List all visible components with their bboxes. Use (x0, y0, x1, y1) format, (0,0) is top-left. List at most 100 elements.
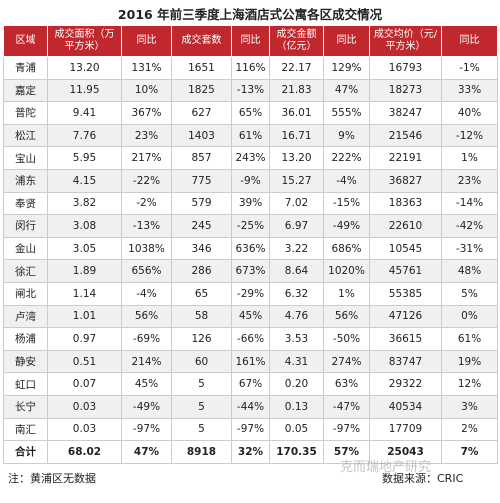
table-cell: -29% (231, 281, 270, 306)
table-cell: 656% (121, 259, 172, 283)
table-cell: 45761 (369, 259, 442, 283)
table-body: 青浦 13.20 131% 1651 116% 22.17 129% 16793 -1% 嘉定 11… (3, 56, 498, 464)
table-row: 长宁 0.03 -49% 5 -44% 0.13 -47% 40534 3% (3, 394, 498, 419)
watermark: 克而瑞地产研究 (340, 460, 432, 475)
table-cell: 5.95 (47, 146, 122, 170)
table-cell: -44% (231, 394, 270, 419)
table-cell: 857 (171, 146, 232, 170)
table-cell: 0.51 (47, 349, 122, 374)
table-cell: -13% (231, 78, 270, 103)
table-cell: 222% (323, 146, 370, 170)
table-cell: 61% (231, 123, 270, 148)
table-cell: 56% (121, 304, 172, 329)
table-cell: 21546 (369, 123, 442, 148)
table-cell: -14% (441, 191, 498, 216)
table-cell: 47126 (369, 304, 442, 329)
table-cell: 南汇 (3, 417, 48, 442)
table-cell: 61% (441, 327, 498, 351)
table-cell: -49% (121, 394, 172, 419)
table-cell: 170.35 (269, 440, 324, 464)
table-cell: 65 (171, 281, 232, 306)
header-cell: 同比 (441, 25, 498, 57)
table-row: 青浦 13.20 131% 1651 116% 22.17 129% 16793 -1% (3, 56, 498, 80)
header-cell: 同比 (121, 25, 172, 57)
header-cell: 同比 (323, 25, 370, 57)
table-cell: 6.32 (269, 281, 324, 306)
table-row: 卢湾 1.01 56% 58 45% 4.76 56% 47126 0% (3, 304, 498, 329)
table-cell: -4% (121, 281, 172, 306)
table-cell: -31% (441, 236, 498, 261)
table-cell: 静安 (3, 349, 48, 374)
table-cell: 0.20 (269, 372, 324, 396)
table-cell: 36.01 (269, 101, 324, 125)
table-cell: 3.22 (269, 236, 324, 261)
table-cell: 闸北 (3, 281, 48, 306)
table-cell: 10545 (369, 236, 442, 261)
table-row: 闵行 3.08 -13% 245 -25% 6.97 -49% 22610 -42% (3, 214, 498, 238)
data-table: 区域 成交面积（万平方米） 同比 成交套数 同比 成交金额（亿元） 同比 成交均价（元/平方米… (3, 25, 498, 464)
table-cell: 3.05 (47, 236, 122, 261)
table-cell: 274% (323, 349, 370, 374)
table-cell: 3.82 (47, 191, 122, 216)
table-cell: 57% (323, 440, 370, 464)
title: 2016 年前三季度上海酒店式公寓各区成交情况 (117, 7, 383, 22)
table-cell: 22610 (369, 214, 442, 238)
table-row: 金山 3.05 1038% 346 636% 3.22 686% 10545 -31% (3, 236, 498, 261)
table-cell: 40% (441, 101, 498, 125)
table-cell: 8.64 (269, 259, 324, 283)
table-cell: 9% (323, 123, 370, 148)
table-cell: 5 (171, 417, 232, 442)
table-cell: 4.15 (47, 168, 122, 193)
header-cell: 区域 (3, 25, 48, 57)
table-cell: 243% (231, 146, 270, 170)
table-cell: -25% (231, 214, 270, 238)
table-cell: 7% (441, 440, 498, 464)
table-cell: 5 (171, 394, 232, 419)
table-cell: 56% (323, 304, 370, 329)
table-cell: 29322 (369, 372, 442, 396)
table-cell: 83747 (369, 349, 442, 374)
table-cell: 4.31 (269, 349, 324, 374)
table-cell: 36615 (369, 327, 442, 351)
table-cell: 5 (171, 372, 232, 396)
table-cell: -2% (121, 191, 172, 216)
table-cell: 1.01 (47, 304, 122, 329)
table-row: 静安 0.51 214% 60 161% 4.31 274% 83747 19% (3, 349, 498, 374)
table-cell: 5% (441, 281, 498, 306)
table-cell: 22.17 (269, 56, 324, 80)
table-cell: 7.02 (269, 191, 324, 216)
table-cell: 686% (323, 236, 370, 261)
table-cell: 长宁 (3, 394, 48, 419)
table-cell: 普陀 (3, 101, 48, 125)
header-cell: 成交面积（万平方米） (47, 25, 122, 57)
table-cell: 8918 (171, 440, 232, 464)
table-cell: 1403 (171, 123, 232, 148)
table-cell: 286 (171, 259, 232, 283)
table-cell: 636% (231, 236, 270, 261)
table-cell: -47% (323, 394, 370, 419)
header-cell: 成交均价（元/平方米） (369, 25, 442, 57)
table-row: 浦东 4.15 -22% 775 -9% 15.27 -4% 36827 23% (3, 168, 498, 193)
table-cell: -66% (231, 327, 270, 351)
table-cell: 245 (171, 214, 232, 238)
table-cell: 63% (323, 372, 370, 396)
table-cell: 10% (121, 78, 172, 103)
table-cell: 0.07 (47, 372, 122, 396)
table-cell: -97% (323, 417, 370, 442)
table-cell: 7.76 (47, 123, 122, 148)
table-cell: 45% (121, 372, 172, 396)
table-cell: 松江 (3, 123, 48, 148)
table-cell: -97% (231, 417, 270, 442)
table-cell: 45% (231, 304, 270, 329)
table-row: 奉贤 3.82 -2% 579 39% 7.02 -15% 18363 -14% (3, 191, 498, 216)
table-cell: 67% (231, 372, 270, 396)
table-cell: 32% (231, 440, 270, 464)
table-cell: 367% (121, 101, 172, 125)
header-cell: 同比 (231, 25, 270, 57)
table-row: 普陀 9.41 367% 627 65% 36.01 555% 38247 40% (3, 101, 498, 125)
table-cell: 虹口 (3, 372, 48, 396)
table-row: 宝山 5.95 217% 857 243% 13.20 222% 22191 1% (3, 146, 498, 170)
table-cell: 555% (323, 101, 370, 125)
table-cell: 217% (121, 146, 172, 170)
table-cell: 12% (441, 372, 498, 396)
